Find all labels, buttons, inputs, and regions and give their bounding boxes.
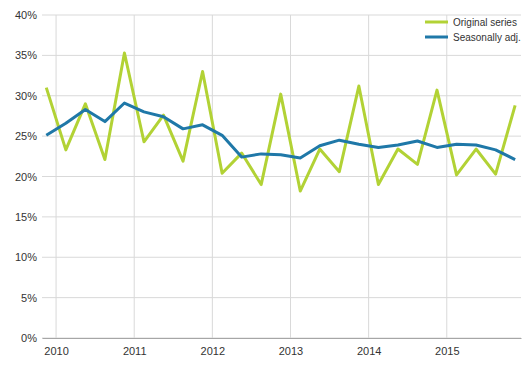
grid-line-x — [368, 15, 369, 338]
plot: 0%5%10%15%20%25%30%35%40%201020112012201… — [15, 9, 522, 357]
y-axis-line — [42, 16, 43, 339]
legend-swatch — [425, 36, 448, 39]
y-tick: 40% — [15, 9, 42, 21]
x-tick: 2012 — [201, 338, 225, 357]
grid-line-x — [56, 15, 57, 338]
y-tick-label: 10% — [15, 251, 37, 263]
y-tick-label: 20% — [15, 171, 37, 183]
y-tick: 10% — [15, 251, 42, 263]
lines — [46, 53, 515, 191]
x-tick-label: 2014 — [357, 345, 381, 357]
grid — [42, 15, 521, 338]
grid-line-x — [212, 15, 213, 338]
grid-line-y — [42, 55, 521, 56]
y-axis: 0% 5% 10% 15% 20% 25% 30% 35% 40% — [15, 9, 43, 344]
series-line — [46, 53, 515, 191]
legend-label: Original series — [453, 17, 517, 28]
x-tick-label: 2015 — [435, 345, 459, 357]
x-axis-line — [43, 338, 522, 339]
grid-line-y — [42, 216, 521, 217]
x-tick: 2015 — [435, 338, 459, 357]
x-tick-label: 2011 — [123, 345, 147, 357]
x-tick-label: 2013 — [279, 345, 303, 357]
y-tick: 35% — [15, 49, 42, 61]
x-tick: 2013 — [279, 338, 303, 357]
y-tick-label: 5% — [21, 292, 37, 304]
series-line — [46, 103, 515, 160]
grid-line-x — [290, 15, 291, 338]
x-tick-label: 2012 — [201, 345, 225, 357]
grid-line-y — [42, 15, 521, 16]
grid-line-y — [42, 176, 521, 177]
x-tick: 2011 — [123, 338, 147, 357]
y-tick: 20% — [15, 171, 42, 183]
grid-line-y — [42, 297, 521, 298]
legend-swatch — [425, 21, 448, 24]
grid-line-x — [134, 15, 135, 338]
grid-line-y — [42, 257, 521, 258]
legend: Original series Seasonally adj. — [425, 17, 521, 43]
x-axis: 2010 2011 2012 2013 2014 2015 — [43, 338, 522, 357]
x-tick-label: 2010 — [44, 345, 68, 357]
y-tick-label: 25% — [15, 130, 37, 142]
y-tick-label: 15% — [15, 211, 37, 223]
y-tick: 30% — [15, 90, 42, 102]
y-tick-label: 35% — [15, 49, 37, 61]
y-tick: 15% — [15, 211, 42, 223]
y-tick: 0% — [21, 332, 42, 344]
x-tick: 2014 — [357, 338, 381, 357]
grid-line-y — [42, 338, 521, 339]
grid-line-x — [446, 15, 447, 338]
chart: 0%5%10%15%20%25%30%35%40%201020112012201… — [0, 0, 529, 378]
x-tick: 2010 — [44, 338, 68, 357]
y-tick-label: 0% — [21, 332, 37, 344]
y-tick-label: 40% — [15, 9, 37, 21]
y-tick: 5% — [21, 292, 42, 304]
y-tick-label: 30% — [15, 90, 37, 102]
legend-label: Seasonally adj. — [453, 32, 521, 43]
y-tick: 25% — [15, 130, 42, 142]
